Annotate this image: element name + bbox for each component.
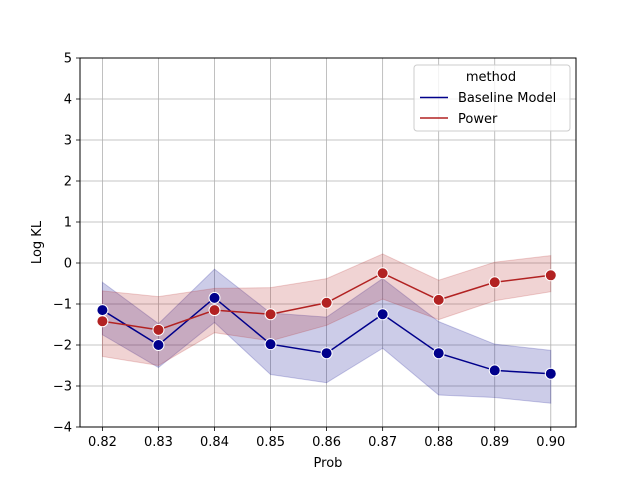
data-point-0 bbox=[320, 347, 333, 360]
y-tick-label: 3 bbox=[64, 134, 72, 149]
x-axis: 0.82 0.83 0.84 0.85 0.86 0.87 0.88 0.89 0.90 bbox=[88, 427, 565, 450]
data-point-0 bbox=[544, 367, 557, 380]
data-point-1 bbox=[544, 269, 557, 282]
data-point-0 bbox=[96, 304, 109, 317]
y-axis-label: Log KL bbox=[30, 220, 45, 264]
data-point-1 bbox=[264, 308, 277, 321]
series-points bbox=[96, 267, 557, 380]
data-point-1 bbox=[376, 267, 389, 280]
data-point-1 bbox=[488, 276, 501, 289]
x-axis-label: Prob bbox=[314, 456, 343, 471]
x-tick-label: 0.87 bbox=[368, 435, 397, 450]
data-point-0 bbox=[264, 338, 277, 351]
confidence-band-1 bbox=[101, 253, 552, 367]
y-tick-label: −4 bbox=[53, 421, 72, 436]
data-point-1 bbox=[208, 304, 221, 317]
x-tick-label: 0.82 bbox=[88, 435, 117, 450]
x-tick-label: 0.89 bbox=[480, 435, 509, 450]
data-point-0 bbox=[432, 347, 445, 360]
y-axis: −4 −3 −2 −1 0 1 2 3 4 5 bbox=[53, 52, 80, 436]
legend-title: method bbox=[466, 70, 516, 85]
data-point-1 bbox=[432, 293, 445, 306]
x-tick-label: 0.85 bbox=[256, 435, 285, 450]
data-point-0 bbox=[376, 308, 389, 321]
y-tick-label: 1 bbox=[64, 216, 72, 231]
data-point-1 bbox=[96, 315, 109, 328]
plot-frame bbox=[79, 57, 577, 428]
y-tick-label: 4 bbox=[64, 93, 72, 108]
y-tick-label: −1 bbox=[53, 298, 72, 313]
data-point-1 bbox=[152, 323, 165, 336]
y-tick-label: −2 bbox=[53, 339, 72, 354]
data-point-1 bbox=[320, 296, 333, 309]
y-tick-label: 2 bbox=[64, 175, 72, 190]
legend-label-baseline: Baseline Model bbox=[458, 91, 556, 106]
legend-label-power: Power bbox=[458, 112, 498, 127]
x-tick-label: 0.90 bbox=[536, 435, 565, 450]
legend-box bbox=[413, 64, 571, 132]
data-point-0 bbox=[152, 339, 165, 351]
legend: method Baseline Model Power bbox=[413, 64, 571, 132]
x-tick-label: 0.84 bbox=[200, 435, 229, 450]
data-point-0 bbox=[488, 364, 501, 377]
y-tick-label: 5 bbox=[64, 52, 72, 67]
y-tick-label: 0 bbox=[64, 257, 72, 272]
x-tick-label: 0.88 bbox=[424, 435, 453, 450]
data-point-0 bbox=[208, 291, 221, 304]
x-tick-label: 0.83 bbox=[144, 435, 173, 450]
y-tick-label: −3 bbox=[53, 380, 72, 395]
x-tick-label: 0.86 bbox=[312, 435, 341, 450]
